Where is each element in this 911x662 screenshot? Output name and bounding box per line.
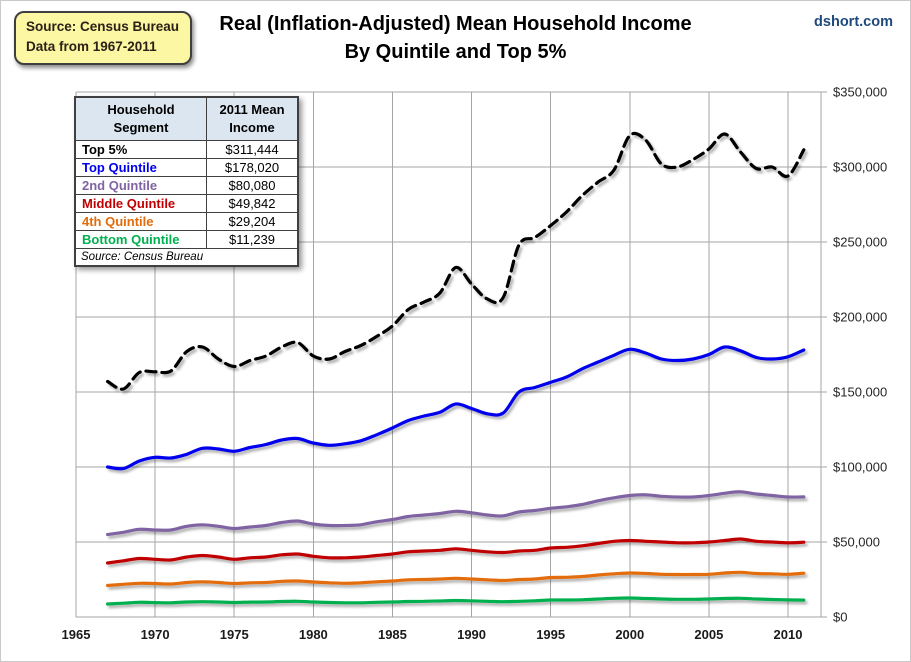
series-lines	[106, 131, 806, 606]
x-axis-tick-label: 2005	[694, 627, 723, 642]
series-line-middle-quintile	[106, 537, 806, 565]
series-line-2nd-quintile	[106, 490, 806, 537]
legend-row-top5: Top 5% $311,444	[74, 140, 299, 160]
series-line-4th-quintile	[106, 570, 806, 588]
series-line-bottom-quintile	[106, 596, 806, 606]
source-box-line1: Source: Census Bureau	[26, 19, 180, 34]
legend-label-middle-quintile: Middle Quintile	[74, 194, 207, 214]
x-axis-tick-label: 2010	[774, 627, 803, 642]
legend-value-top-quintile: $178,020	[206, 158, 299, 178]
axes	[820, 91, 827, 618]
legend-header-segment: Household Segment	[74, 96, 207, 142]
chart-title-line2: By Quintile and Top 5%	[344, 41, 567, 64]
source-box: Source: Census Bureau Data from 1967-201…	[14, 11, 193, 65]
y-axis-tick-label: $50,000	[833, 535, 880, 550]
x-axis-tick-label: 1995	[536, 627, 565, 642]
legend-label-4th-quintile: 4th Quintile	[74, 212, 207, 232]
x-axis-tick-label: 1985	[378, 627, 407, 642]
legend-row-middle-quintile: Middle Quintile $49,842	[74, 194, 299, 214]
y-axis-tick-label: $200,000	[833, 310, 887, 325]
legend-table: Household Segment 2011 Mean Income Top 5…	[74, 96, 299, 268]
legend-value-middle-quintile: $49,842	[206, 194, 299, 214]
y-axis-tick-label: $300,000	[833, 160, 887, 175]
source-box-line2: Data from 1967-2011	[26, 39, 157, 55]
legend-header-income-line1: 2011 Mean	[219, 102, 285, 117]
legend-header-segment-line2: Segment	[113, 120, 169, 136]
legend-footnote-row: Source: Census Bureau	[74, 248, 299, 267]
legend-label-bottom-quintile: Bottom Quintile	[74, 230, 207, 250]
legend-header-segment-line1: Household	[107, 102, 175, 117]
legend-label-top5: Top 5%	[74, 140, 207, 160]
legend-value-4th-quintile: $29,204	[206, 212, 299, 232]
legend-row-bottom-quintile: Bottom Quintile $11,239	[74, 230, 299, 250]
legend-label-top-quintile: Top Quintile	[74, 158, 207, 178]
chart-title: Real (Inflation-Adjusted) Mean Household…	[1, 10, 910, 67]
legend-header-income: 2011 Mean Income	[206, 96, 299, 142]
x-axis-tick-label: 1965	[62, 627, 91, 642]
x-axis-tick-label: 2000	[615, 627, 644, 642]
legend-row-top-quintile: Top Quintile $178,020	[74, 158, 299, 178]
series-line-top-quintile	[106, 345, 806, 471]
tick-labels: 1965 1970 1975 1980 1985 1990 1995 2000 2005 2010…	[62, 85, 888, 643]
y-axis-tick-label: $350,000	[833, 85, 887, 100]
legend-value-bottom-quintile: $11,239	[206, 230, 299, 250]
legend-row-4th-quintile: 4th Quintile $29,204	[74, 212, 299, 232]
legend-row-2nd-quintile: 2nd Quintile $80,080	[74, 176, 299, 196]
legend-value-top5: $311,444	[206, 140, 299, 160]
y-axis-tick-label: $250,000	[833, 235, 887, 250]
y-axis-tick-label: $100,000	[833, 460, 887, 475]
legend-header-row: Household Segment 2011 Mean Income	[74, 96, 299, 142]
watermark-dshort: dshort.com	[814, 14, 893, 30]
legend-value-2nd-quintile: $80,080	[206, 176, 299, 196]
x-axis-tick-label: 1980	[299, 627, 328, 642]
x-axis-tick-label: 1990	[457, 627, 486, 642]
chart-title-line1: Real (Inflation-Adjusted) Mean Household…	[219, 13, 692, 35]
legend-header-income-line2: Income	[229, 120, 275, 136]
legend-footnote: Source: Census Bureau	[74, 248, 299, 267]
legend-label-2nd-quintile: 2nd Quintile	[74, 176, 207, 196]
series-line-top-5-	[106, 131, 806, 391]
x-axis-tick-label: 1975	[220, 627, 249, 642]
y-axis-tick-label: $0	[833, 610, 847, 625]
y-axis-tick-label: $150,000	[833, 385, 887, 400]
x-axis-tick-label: 1970	[141, 627, 170, 642]
